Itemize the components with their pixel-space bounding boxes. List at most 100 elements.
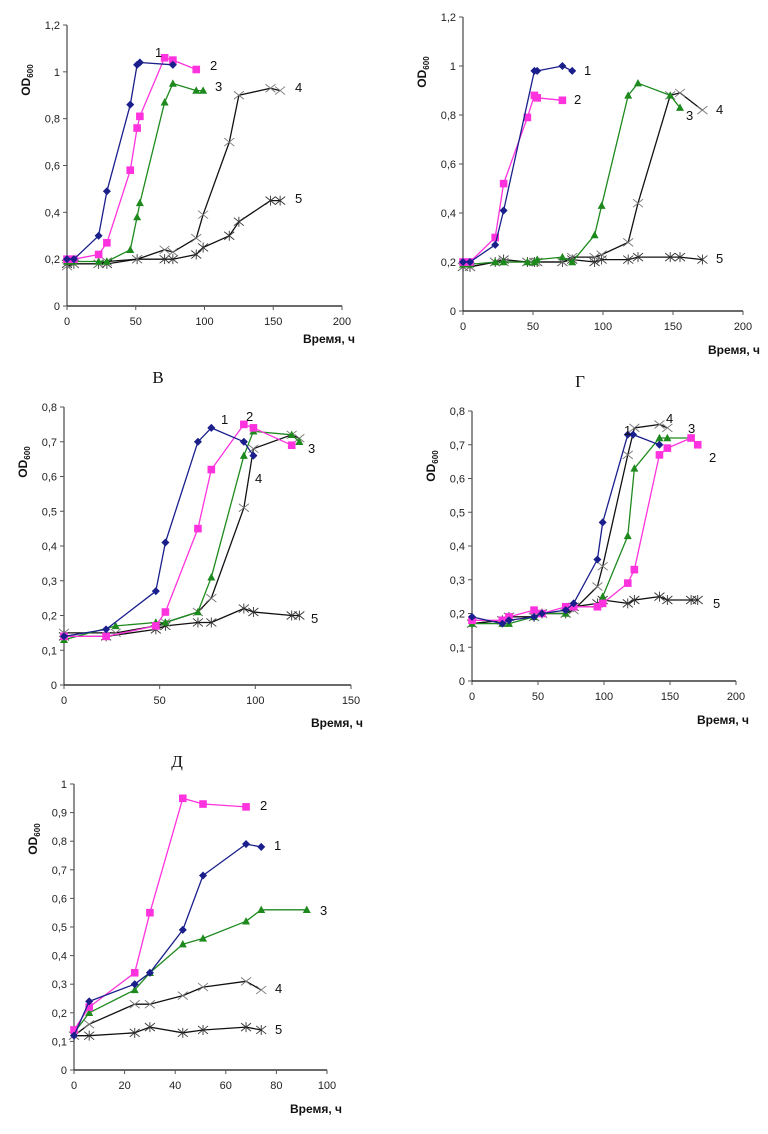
series-5-line [64, 607, 300, 638]
y-tick-label: 0,8 [441, 110, 456, 122]
marker-square [693, 440, 702, 449]
marker-diamond [569, 599, 578, 608]
y-tick-label: 0 [459, 676, 465, 688]
y-axis-label: OD600 [424, 450, 440, 482]
x-tick-label: 50 [527, 321, 539, 333]
marker-x [206, 593, 217, 603]
marker-diamond [499, 206, 508, 215]
series-2: 2 [63, 53, 217, 263]
marker-diamond [207, 423, 216, 432]
marker-triangle [207, 573, 216, 581]
series-2-label: 2 [260, 798, 267, 813]
marker-star [129, 1027, 141, 1038]
series-3-label: 3 [215, 79, 222, 94]
x-tick-label: 40 [169, 1080, 181, 1092]
y-tick-label: 0,4 [450, 541, 465, 553]
marker-triangle [590, 230, 599, 239]
series-3-label: 3 [308, 441, 315, 456]
marker-x [697, 105, 708, 115]
series-4-line [471, 423, 668, 625]
marker-x [167, 247, 179, 257]
y-tick-label: 0,3 [42, 576, 57, 588]
marker-square [242, 803, 250, 811]
marker-square [70, 1026, 78, 1034]
marker-x [654, 420, 665, 429]
series-3-label: 3 [688, 421, 695, 436]
marker-x [177, 991, 189, 1000]
marker-square [523, 113, 532, 122]
marker-square [655, 451, 664, 459]
series-1: 1 [458, 61, 591, 267]
y-tick-label: 0,4 [52, 951, 67, 963]
series-1: 1 [69, 838, 281, 1040]
marker-square [161, 608, 170, 616]
series-3-label: 3 [686, 108, 693, 123]
series-5: 5 [68, 1022, 282, 1041]
series-2-line [463, 94, 563, 263]
chart-e: Д 0 0,1 0,2 0,3 0,4 0,5 0,6 0,7 0,8 0,9 1 0 20 40 60 80 1… [26, 752, 342, 1116]
y-axis-label: OD600 [16, 446, 32, 478]
y-tick-label: 1 [450, 61, 456, 73]
marker-x [629, 423, 640, 433]
marker-diamond [504, 616, 513, 625]
y-tick-label: 0,6 [52, 893, 67, 905]
series-4: 4 [58, 430, 305, 638]
marker-square [623, 579, 632, 587]
marker-triangle [199, 86, 208, 94]
y-tick-label: 0,6 [450, 474, 465, 486]
marker-diamond [199, 871, 208, 880]
marker-star [190, 249, 202, 260]
marker-star [692, 595, 704, 605]
y-axis-label-sub: 600 [431, 450, 440, 464]
y-tick-label: 0 [450, 306, 456, 318]
panel-label: В [152, 368, 163, 387]
marker-triangle [133, 212, 142, 221]
marker-triangle [533, 255, 542, 263]
marker-triangle [102, 257, 111, 265]
marker-diamond [530, 612, 539, 621]
marker-square [126, 166, 135, 174]
series-1: 1 [467, 423, 664, 628]
marker-diamond [465, 257, 475, 267]
marker-triangle [676, 103, 684, 111]
marker-diamond [257, 842, 266, 851]
x-tick-label: 20 [118, 1080, 130, 1092]
series-2: 2 [468, 434, 716, 625]
y-tick-label: 0,5 [52, 922, 67, 934]
marker-diamond [69, 255, 78, 264]
marker-diamond [85, 997, 94, 1006]
series-1-line [471, 433, 660, 625]
x-tick-label: 150 [661, 691, 679, 703]
y-tick-label: 1 [61, 779, 67, 791]
marker-triangle [523, 257, 532, 266]
marker-diamond [178, 925, 187, 934]
y-tick-label: 0,6 [42, 472, 57, 484]
series-5-label: 5 [716, 251, 723, 266]
series-2-line [64, 423, 292, 638]
panel-label: Г [575, 372, 585, 391]
marker-diamond [94, 231, 103, 240]
x-tick-label: 0 [64, 316, 70, 328]
marker-triangle [666, 91, 675, 99]
series-4-label: 4 [275, 981, 282, 996]
marker-diamond [242, 840, 251, 849]
x-tick-label: 200 [727, 691, 745, 703]
y-axis-label-main: OD [19, 77, 33, 95]
marker-star [622, 254, 634, 265]
marker-triangle [597, 201, 606, 209]
series-4-line [73, 980, 262, 1037]
series-4-label: 4 [666, 411, 673, 426]
marker-star [697, 254, 708, 265]
marker-square [491, 233, 499, 242]
y-axis-label-sub: 600 [23, 446, 32, 460]
series-2: 2 [60, 409, 296, 641]
marker-diamond [498, 619, 507, 628]
series-3: 3 [459, 78, 693, 268]
marker-triangle [192, 86, 201, 94]
chart-c: В 0 0,1 0,2 0,3 0,4 0,5 0,6 0,7 0,8 0 50 100 150 Время… [16, 368, 363, 730]
marker-x [265, 83, 276, 93]
marker-square [249, 424, 258, 432]
y-axis-label: OD600 [19, 64, 35, 96]
marker-x [83, 1019, 95, 1029]
